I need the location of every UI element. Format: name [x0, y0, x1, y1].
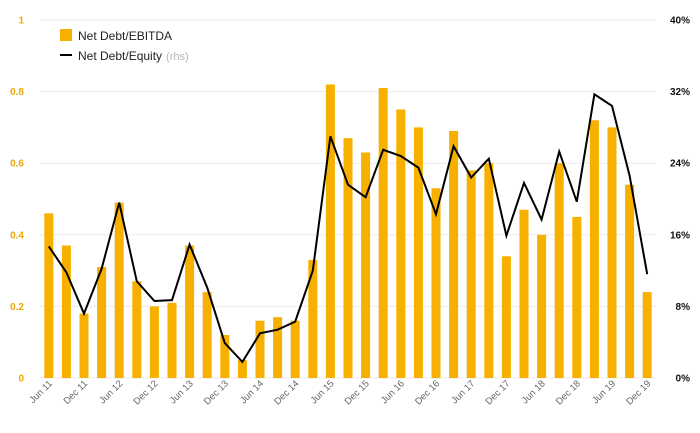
x-axis: Jun 11 Dec 11 Jun 12 Dec 12 Jun 13 Dec 13 Jun …	[27, 378, 653, 407]
x-tick-label: Dec 11	[62, 378, 91, 407]
legend-label-rhs: (rhs)	[166, 51, 189, 63]
bar	[237, 360, 247, 378]
line-series-net-debt-equity	[47, 92, 649, 364]
legend-label-net-debt-ebitda: Net Debt/EBITDA	[78, 29, 172, 43]
bar	[607, 127, 617, 379]
bar	[625, 184, 635, 378]
bar	[642, 292, 652, 378]
y-left-tick-label: 0.6	[10, 159, 24, 170]
x-tick-label: Jun 13	[168, 378, 196, 406]
bar	[255, 320, 265, 378]
bar	[361, 152, 371, 378]
y-left-tick-label: 1	[18, 16, 24, 27]
x-tick-label: Dec 19	[624, 378, 653, 407]
bar	[413, 127, 423, 379]
bar	[79, 313, 89, 378]
legend: Net Debt/EBITDA Net Debt/Equity (rhs)	[60, 29, 189, 63]
bar	[308, 259, 318, 378]
bar	[325, 84, 335, 378]
bar	[572, 216, 582, 378]
bar	[396, 109, 406, 378]
bar	[554, 163, 564, 378]
x-tick-label: Jun 16	[379, 378, 407, 406]
x-tick-label: Jun 11	[27, 378, 54, 405]
y-right-tick-label: 40%	[670, 16, 690, 27]
y-left-tick-label: 0.8	[10, 87, 24, 98]
bar-series-net-debt-ebitda	[44, 84, 652, 379]
x-tick-label: Dec 16	[413, 378, 442, 407]
legend-bar-swatch	[60, 29, 72, 41]
y-left-tick-label: 0	[18, 374, 24, 385]
bar	[273, 317, 283, 378]
x-tick-label: Dec 17	[483, 378, 512, 407]
x-tick-label: Dec 12	[131, 378, 160, 407]
bar	[378, 88, 388, 379]
legend-label-net-debt-equity: Net Debt/Equity (rhs)	[78, 49, 189, 63]
x-tick-label: Jun 15	[309, 378, 337, 406]
x-tick-label: Jun 17	[449, 378, 477, 406]
x-tick-label: Dec 15	[343, 378, 372, 407]
bar	[220, 335, 230, 378]
y-left-tick-label: 0.2	[10, 302, 24, 313]
bar	[589, 120, 599, 379]
bar	[537, 234, 547, 378]
x-tick-label: Dec 13	[202, 378, 231, 407]
bar	[484, 163, 494, 378]
bar	[149, 306, 159, 378]
bar	[343, 138, 353, 378]
y-left-tick-label: 0.4	[10, 230, 24, 241]
bar	[97, 267, 107, 378]
x-tick-label: Dec 18	[554, 378, 583, 407]
legend-label-net-debt-equity-text: Net Debt/Equity	[78, 49, 162, 63]
bar	[501, 256, 511, 378]
bar	[519, 209, 529, 378]
bar	[167, 302, 177, 378]
y-right-tick-label: 8%	[676, 302, 691, 313]
x-tick-label: Jun 14	[238, 378, 266, 406]
y-axis-right: 0% 8% 16% 24% 32% 40%	[670, 16, 690, 385]
bar	[44, 213, 54, 378]
x-tick-label: Jun 12	[97, 378, 125, 406]
bar	[466, 170, 476, 378]
y-axis-left: 0 0.2 0.4 0.6 0.8 1	[10, 16, 24, 385]
y-right-tick-label: 24%	[670, 159, 690, 170]
x-tick-label: Jun 19	[590, 378, 618, 406]
y-right-tick-label: 0%	[676, 374, 691, 385]
y-right-tick-label: 16%	[670, 230, 690, 241]
bar	[449, 130, 459, 378]
bar	[114, 202, 124, 378]
y-right-tick-label: 32%	[670, 87, 690, 98]
bar	[431, 188, 441, 378]
bar	[61, 245, 71, 378]
x-tick-label: Jun 18	[520, 378, 548, 406]
bar	[185, 245, 195, 378]
bar	[132, 281, 142, 378]
bar	[202, 292, 212, 378]
bar	[290, 320, 300, 378]
x-tick-label: Dec 14	[272, 378, 301, 407]
